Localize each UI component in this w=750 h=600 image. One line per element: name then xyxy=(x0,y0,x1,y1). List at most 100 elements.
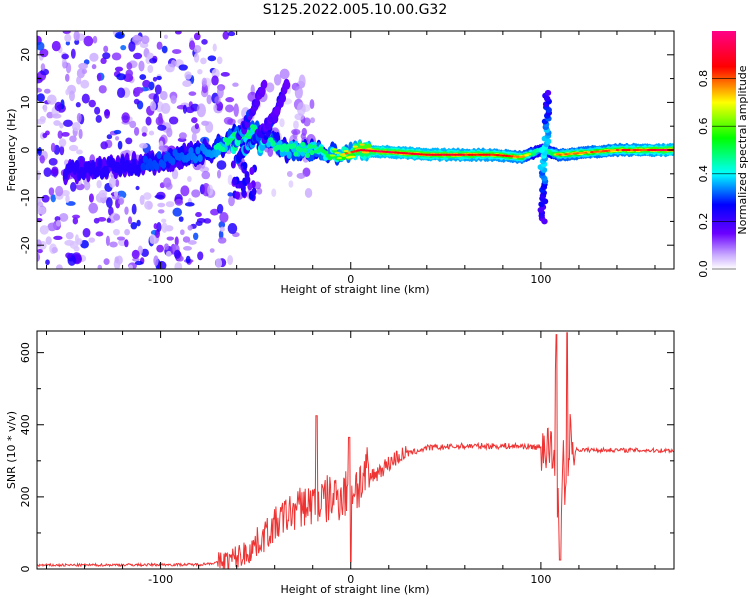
noise-blob xyxy=(63,119,73,127)
noise-blob xyxy=(116,236,126,241)
noise-blob xyxy=(160,102,171,114)
noise-blob xyxy=(45,259,50,266)
ridge-arm xyxy=(272,114,279,124)
ridge-cell xyxy=(140,162,146,171)
colorbar-tick-label: 0.4 xyxy=(697,165,710,183)
noise-blob xyxy=(88,237,96,243)
ridge-arm xyxy=(274,106,281,116)
noise-blob xyxy=(40,63,46,71)
ridge-cell xyxy=(281,143,288,149)
noise-blob xyxy=(48,187,55,196)
noise-blob xyxy=(133,98,140,105)
ridge-cell xyxy=(220,146,226,153)
noise-blob xyxy=(42,132,48,138)
colorbar: 0.0 0.2 0.4 0.6 0.8 Normalized spectral ampl… xyxy=(697,31,749,278)
noise-blob xyxy=(72,214,81,219)
noise-blob xyxy=(200,57,207,65)
ridge-cell xyxy=(332,148,338,151)
noise-blob xyxy=(146,52,154,60)
noise-blob xyxy=(134,260,143,266)
spectrogram-xlabel: Height of straight line (km) xyxy=(280,283,429,296)
noise-blob xyxy=(65,62,72,74)
snr-series-line xyxy=(37,332,674,569)
noise-blob xyxy=(65,194,70,204)
noise-blob xyxy=(117,87,126,99)
ridge-cell xyxy=(343,149,349,153)
noise-blob xyxy=(113,129,122,135)
noise-blob xyxy=(105,197,113,208)
snr-ylabel: SNR (10 * v/v) xyxy=(5,411,18,489)
noise-blob xyxy=(64,239,75,246)
noise-blob xyxy=(37,76,43,84)
noise-blob xyxy=(82,227,91,238)
noise-blob xyxy=(157,209,165,214)
noise-blob xyxy=(72,217,79,225)
ridge-cell xyxy=(117,164,123,177)
ridge-cell xyxy=(291,143,297,149)
noise-blob xyxy=(114,256,120,264)
noise-blob xyxy=(128,264,133,269)
noise-blob xyxy=(128,41,136,52)
noise-blob xyxy=(155,116,164,126)
noise-blob xyxy=(279,118,285,128)
noise-blob xyxy=(216,56,223,65)
noise-blob xyxy=(128,216,133,225)
noise-blob xyxy=(286,171,293,178)
x-tick-label: -100 xyxy=(148,273,173,286)
noise-blob xyxy=(129,120,137,129)
noise-blob xyxy=(193,44,202,54)
noise-blob xyxy=(209,248,215,253)
noise-blob xyxy=(141,126,148,135)
colorbar-tick-label: 0.8 xyxy=(697,70,710,88)
noise-blob xyxy=(100,57,107,65)
noise-blob xyxy=(95,231,104,237)
noise-blob xyxy=(165,201,175,208)
noise-blob xyxy=(158,145,165,151)
noise-blob xyxy=(68,144,79,152)
noise-blob xyxy=(70,48,76,59)
ridge-cell xyxy=(142,155,148,164)
noise-blob xyxy=(192,232,199,241)
noise-blob xyxy=(138,60,145,72)
noise-blob xyxy=(95,115,102,123)
noise-blob xyxy=(233,103,239,117)
noise-blob xyxy=(188,91,197,96)
noise-blob xyxy=(256,187,263,195)
ridge-cell xyxy=(359,143,365,146)
noise-blob xyxy=(59,145,65,156)
y-tick-label: 200 xyxy=(19,486,32,507)
noise-blob xyxy=(164,243,169,251)
noise-blob xyxy=(207,55,217,62)
noise-blob xyxy=(170,59,176,68)
noise-blob xyxy=(53,235,63,241)
noise-blob xyxy=(265,82,275,93)
noise-blob xyxy=(113,228,120,236)
noise-blob xyxy=(139,142,148,149)
noise-blob xyxy=(65,252,72,259)
noise-blob xyxy=(197,69,203,75)
noise-blob xyxy=(37,93,45,103)
noise-blob xyxy=(59,212,69,222)
noise-blob xyxy=(111,52,122,61)
noise-blob xyxy=(148,130,155,136)
noise-blob xyxy=(201,77,207,87)
ridge-arm xyxy=(261,79,268,89)
spectrogram-image xyxy=(37,31,674,269)
noise-blob xyxy=(149,58,158,64)
noise-blob xyxy=(212,43,217,52)
ridge-cell xyxy=(364,151,370,154)
noise-blob xyxy=(166,127,173,138)
noise-blob xyxy=(191,189,201,198)
noise-blob xyxy=(178,64,188,71)
noise-blob xyxy=(213,104,218,112)
noise-blob xyxy=(64,33,72,43)
noise-blob xyxy=(185,106,195,114)
noise-blob xyxy=(131,203,137,215)
ridge-cell xyxy=(309,149,315,156)
noise-blob xyxy=(81,93,90,104)
noise-blob xyxy=(76,238,83,246)
noise-blob xyxy=(37,87,43,93)
x-tick-label: -100 xyxy=(148,573,173,586)
noise-blob xyxy=(51,40,61,52)
